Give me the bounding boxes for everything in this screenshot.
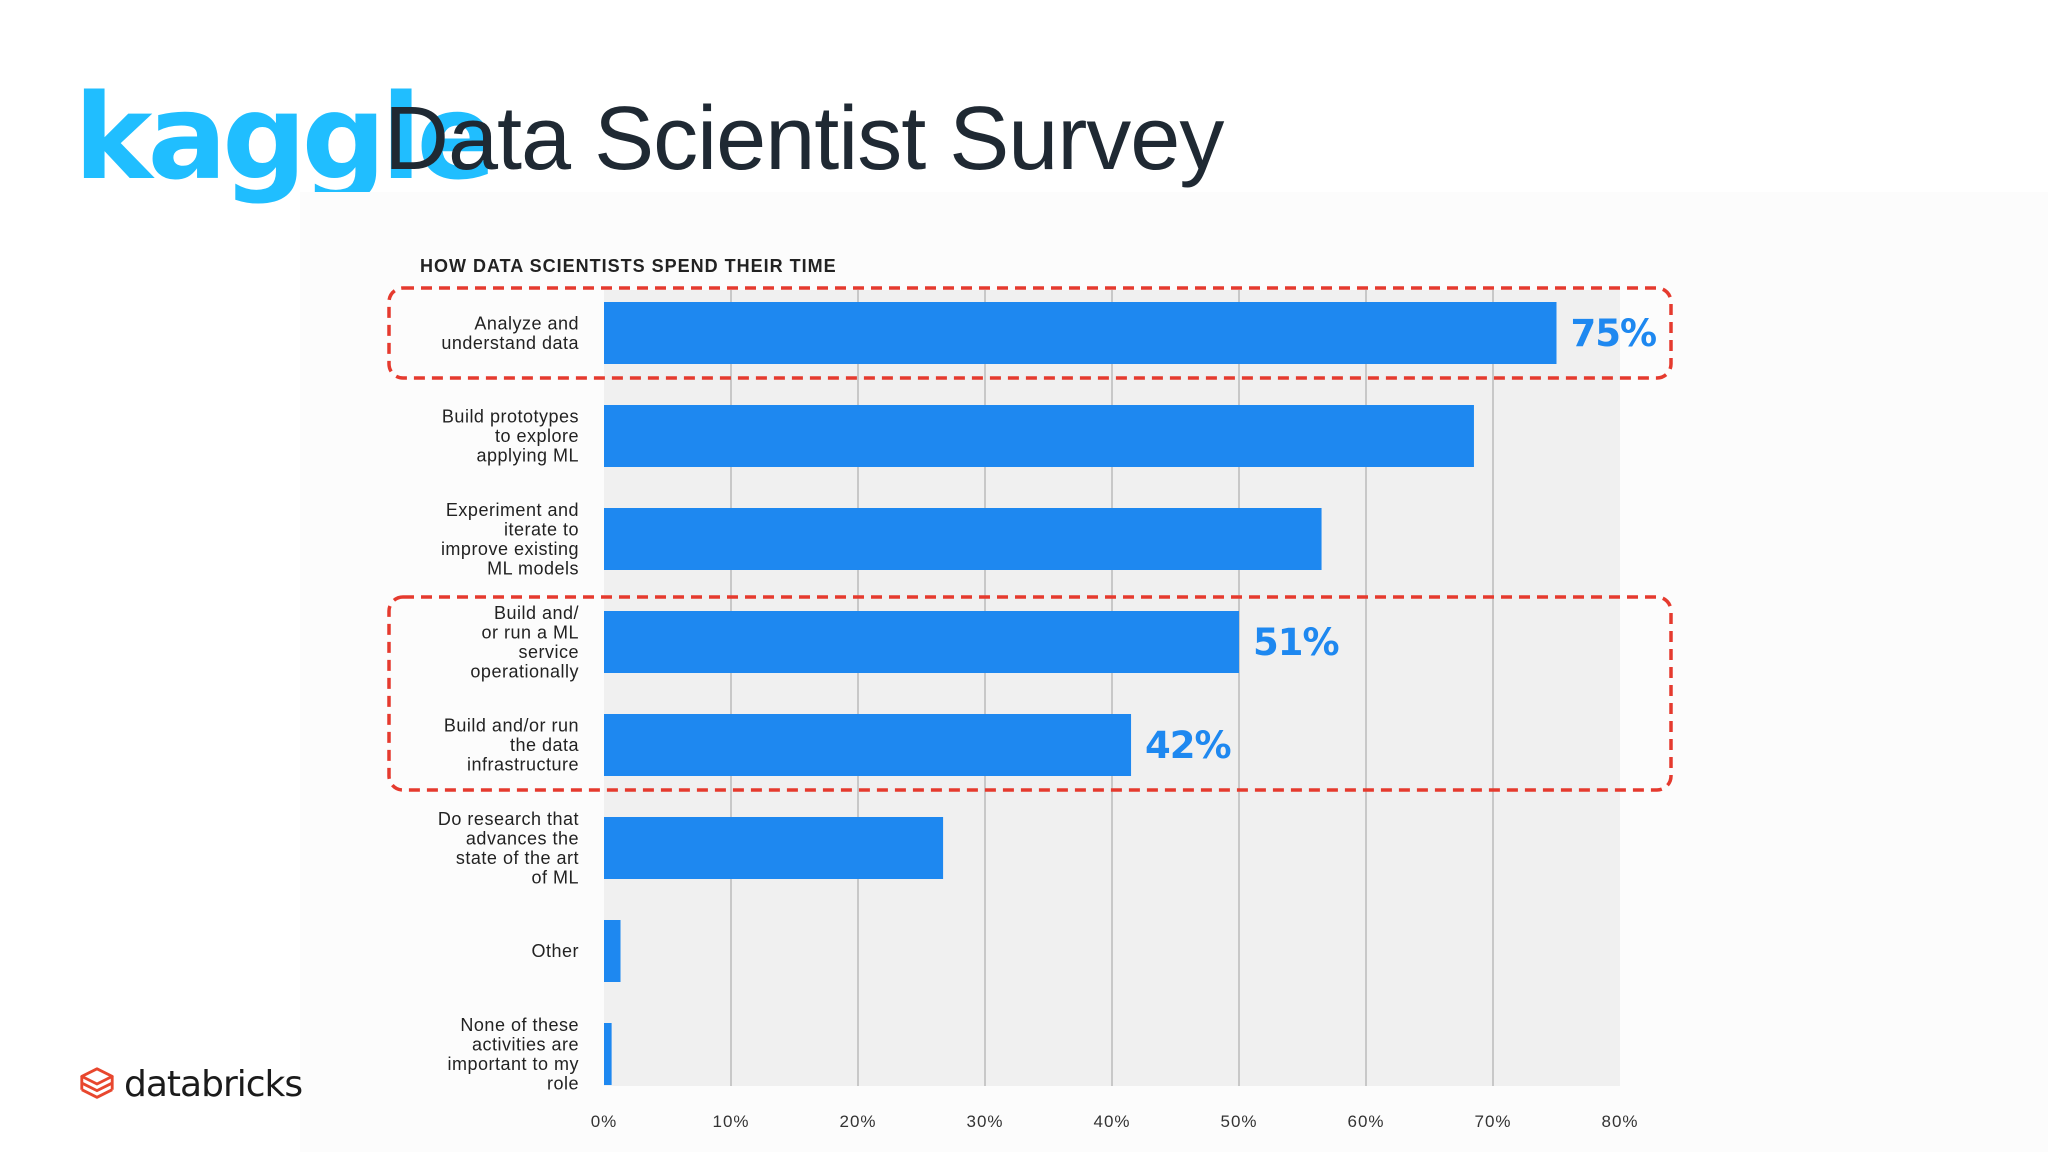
x-tick-label: 70% [1474,1112,1511,1131]
bar [604,302,1557,364]
category-label-line: infrastructure [467,755,579,775]
data-label: 42% [1145,724,1231,767]
category-label-line: Build and/or run [444,716,579,736]
category-label: Build and/or run the data infrastructure [444,716,580,775]
category-label: Experiment and iterate to improve existing… [441,500,579,579]
bar [604,817,944,879]
category-label-line: ML models [487,558,579,578]
x-tick-label: 40% [1093,1112,1130,1131]
category-label: Build and/or run a ML service operationall… [470,603,579,682]
bar [604,1023,612,1085]
bar [604,920,621,982]
category-label-line: understand data [441,333,579,353]
bar [604,611,1239,673]
category-label-line: iterate to [504,519,579,539]
data-label: 51% [1253,621,1339,664]
category-label: Analyze and understand data [441,313,579,353]
category-label-line: to explore [495,426,579,446]
category-label-line: advances the [466,828,579,848]
category-label-line: Build and/ [494,603,579,623]
chart-title: HOW DATA SCIENTISTS SPEND THEIR TIME [420,256,837,276]
category-label-line: state of the art [456,848,579,868]
category-label: Do research that advances the state of the… [438,809,579,888]
bar [604,405,1474,467]
category-label-line: of ML [531,867,579,887]
x-tick-label: 50% [1220,1112,1257,1131]
category-label-line: improve existing [441,539,579,559]
category-label-line: activities are [472,1034,579,1054]
x-tick-label: 60% [1347,1112,1384,1131]
category-label: Other [531,941,579,961]
databricks-logo: databricks [78,1062,303,1106]
x-tick-label: 20% [839,1112,876,1131]
category-label: None of these activities are important to … [447,1015,579,1094]
x-tick-label: 0% [591,1112,618,1131]
category-label: Build prototypes to explore applying ML [442,407,579,466]
category-label-line: applying ML [476,446,579,466]
category-label-line: role [547,1073,579,1093]
highlight-box [387,595,1673,792]
category-label-line: service [518,642,579,662]
slide-title: Data Scientist Survey [384,89,1224,189]
data-label: 75% [1571,312,1657,355]
category-label-line: important to my [447,1054,579,1074]
category-label-line: Experiment and [446,500,579,520]
x-tick-label: 30% [966,1112,1003,1131]
category-label-line: operationally [470,661,579,681]
bar [604,508,1322,570]
category-label-line: Do research that [438,809,579,829]
kaggle-logo: kaggle [74,68,497,206]
databricks-wordmark: databricks [124,1063,303,1105]
category-label-line: Analyze and [474,313,579,333]
databricks-stack-icon [80,1067,114,1099]
category-label-line: Other [531,941,579,961]
x-tick-label: 10% [712,1112,749,1131]
category-label-line: Build prototypes [442,407,579,427]
category-label-line: None of these [460,1015,579,1035]
highlight-box [387,286,1673,380]
bar [604,714,1132,776]
x-tick-label: 80% [1601,1112,1638,1131]
category-label-line: or run a ML [481,622,579,642]
category-label-line: the data [510,735,580,755]
